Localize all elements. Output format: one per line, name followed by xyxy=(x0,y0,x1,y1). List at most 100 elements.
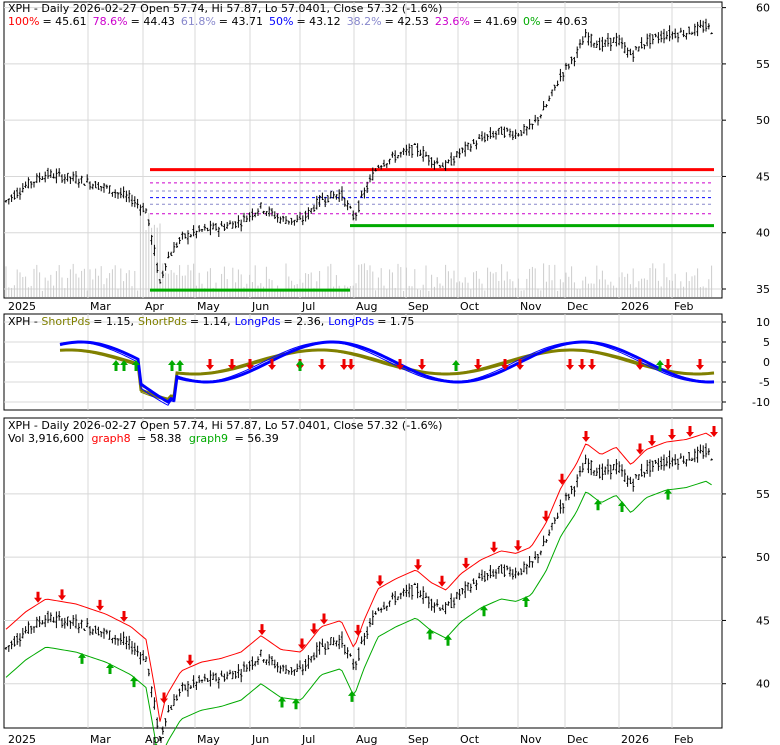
x-tick-label: Mar xyxy=(90,733,111,745)
x-tick-label: 2025 xyxy=(8,733,36,745)
buy-arrow xyxy=(176,360,184,371)
buy-arrow xyxy=(278,696,286,708)
y-tick-label: 10 xyxy=(756,316,770,329)
buy-arrow xyxy=(348,690,356,702)
sell-arrow xyxy=(418,359,426,370)
sell-arrow xyxy=(96,599,104,611)
sell-arrow xyxy=(542,510,550,522)
fib-legend-value: = 43.71 xyxy=(219,15,263,28)
fibonacci-lines xyxy=(150,168,714,292)
sell-arrow xyxy=(668,429,676,441)
panel2-legend-value: = 1.15, xyxy=(93,315,134,328)
panel3-signal-arrows xyxy=(34,425,718,745)
panel1-horizontal-grid xyxy=(4,7,722,290)
panel3-x-labels: 2025 Mar Apr May Jun Jul Aug Sep Oct Nov Dec 2026 Fe… xyxy=(8,733,693,745)
panel2-legend-value: = 1.75 xyxy=(377,315,414,328)
x-tick-label: May xyxy=(197,733,220,745)
sell-arrow xyxy=(438,575,446,587)
y-tick-label: 40 xyxy=(756,678,770,691)
panel1-y-ticks: 60 55 50 45 40 35 xyxy=(722,2,770,296)
y-tick-label: 40 xyxy=(756,227,770,240)
buy-arrow xyxy=(120,360,128,371)
sell-arrow xyxy=(318,359,326,370)
panel2-header-prefix: XPH - xyxy=(8,315,41,328)
panel3-header-line2: Vol 3,916,600 graph8 = 58.38 graph9 = 56… xyxy=(8,432,279,445)
indicator-line xyxy=(59,348,715,401)
fib-legend-label: 23.6% xyxy=(435,15,470,28)
graph8-line xyxy=(5,432,712,722)
panel3-price-bars xyxy=(4,443,713,741)
panel2-legend-label: ShortPds xyxy=(138,315,187,328)
sell-arrow xyxy=(268,359,276,370)
sell-arrow xyxy=(340,359,348,370)
y-tick-label: 50 xyxy=(756,114,770,127)
y-tick-label: 5 xyxy=(763,336,770,349)
panel2-legend-value: = 1.14, xyxy=(190,315,231,328)
x-tick-label: Jul xyxy=(301,733,315,745)
x-tick-label: Aug xyxy=(356,300,377,313)
panel3-header-line1: XPH - Daily 2026-02-27 Open 57.74, Hi 57… xyxy=(8,419,442,432)
x-tick-label: Jul xyxy=(301,300,315,313)
buy-arrow xyxy=(78,652,86,664)
sell-arrow xyxy=(396,359,404,370)
fib-legend-label: 78.6% xyxy=(93,15,128,28)
x-tick-label: Nov xyxy=(520,733,542,745)
panel3-graph9-value: = 56.39 xyxy=(235,432,279,445)
buy-arrow xyxy=(296,360,304,371)
sell-arrow xyxy=(558,473,566,485)
panel2-legend-label: ShortPds xyxy=(41,315,90,328)
y-tick-label: -5 xyxy=(759,376,770,389)
sell-arrow xyxy=(636,359,644,370)
fib-legend-value: = 43.12 xyxy=(296,15,340,28)
y-tick-label: 45 xyxy=(756,614,770,627)
sell-arrow xyxy=(246,359,254,370)
x-tick-label: Oct xyxy=(460,300,480,313)
price-stops-panel: 55 50 45 40 2025 Mar Apr May Jun Jul Aug Sep Oct Nov… xyxy=(3,417,770,745)
panel3-graph8-label: graph8 xyxy=(91,432,130,445)
x-tick-label: 2026 xyxy=(621,733,649,745)
x-tick-label: Mar xyxy=(90,300,111,313)
y-tick-label: 45 xyxy=(756,170,770,183)
panel1-x-labels: 2025 Mar Apr May Jun Jul Aug Sep Oct Nov Dec 2026 Fe… xyxy=(8,300,693,313)
fib-legend-label: 0% xyxy=(523,15,540,28)
sell-arrow xyxy=(490,541,498,553)
indicator-line xyxy=(59,340,715,404)
sell-arrow xyxy=(258,624,266,636)
panel2-series-lines xyxy=(59,340,715,406)
indicator-line xyxy=(59,341,715,406)
y-tick-label: 55 xyxy=(756,488,770,501)
sell-arrow xyxy=(298,638,306,650)
price-fibonacci-panel: 60 55 50 45 40 35 2025 Mar Apr May Jun Jul Aug Sep Oc… xyxy=(3,1,770,313)
x-tick-label: Feb xyxy=(674,300,693,313)
buy-arrow xyxy=(106,662,114,674)
panel2-y-ticks: 10 5 0 -5 -10 xyxy=(722,316,770,409)
buy-arrow xyxy=(132,360,140,371)
sell-arrow xyxy=(186,654,194,666)
buy-arrow xyxy=(292,698,300,710)
sell-arrow xyxy=(501,359,509,370)
sell-arrow xyxy=(354,624,362,636)
y-tick-label: 35 xyxy=(756,283,770,296)
x-tick-label: Aug xyxy=(356,733,377,745)
buy-arrow xyxy=(426,628,434,640)
x-tick-label: Nov xyxy=(520,300,542,313)
buy-arrow xyxy=(452,360,460,371)
sell-arrow xyxy=(710,425,718,437)
x-tick-label: Dec xyxy=(567,300,588,313)
sell-arrow xyxy=(347,359,355,370)
sell-arrow xyxy=(588,359,596,370)
sell-arrow xyxy=(34,591,42,603)
panel1-header-prefix: XPH - Daily 2026-02-27 Open 57.74, Hi 57… xyxy=(8,2,442,15)
fibonacci-legend: 100% = 45.61 78.6% = 44.43 61.8% = 43.71 50% = … xyxy=(8,15,588,28)
sell-arrow xyxy=(648,435,656,447)
sell-arrow xyxy=(686,425,694,437)
fib-legend-label: 38.2% xyxy=(347,15,382,28)
sell-arrow xyxy=(206,359,214,370)
panel2-legend-label: LongPds xyxy=(328,315,374,328)
graph9-line xyxy=(5,480,712,745)
x-tick-label: Jun xyxy=(251,300,269,313)
fib-legend-value: = 40.63 xyxy=(543,15,587,28)
x-tick-label: 2026 xyxy=(621,300,649,313)
